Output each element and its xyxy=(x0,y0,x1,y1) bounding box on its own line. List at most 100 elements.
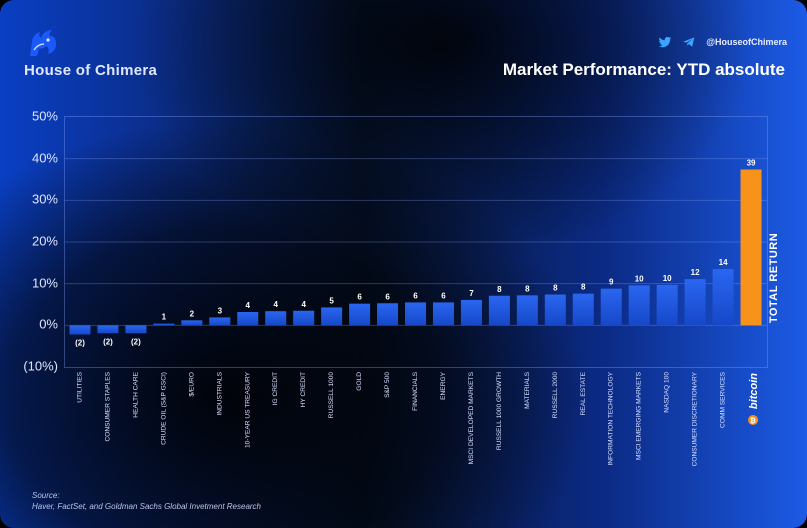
x-tick-label: S&P 500 xyxy=(384,372,391,398)
bar xyxy=(377,303,399,326)
value-label: 6 xyxy=(441,291,446,300)
value-label: 5 xyxy=(329,296,334,305)
brand-logo: House of Chimera xyxy=(24,26,157,79)
value-label: 9 xyxy=(609,278,614,287)
x-tick-label: CONSUMER STAPLES xyxy=(104,371,111,441)
x-tick-label: $/EURO xyxy=(188,372,195,397)
value-label: 8 xyxy=(553,284,558,293)
x-tick-label: MATERIALS xyxy=(524,371,531,408)
x-tick-label: RUSSELL 1000 GROWTH xyxy=(496,372,503,450)
y-tick-label: 20% xyxy=(31,233,58,249)
y-tick-label: 50% xyxy=(31,108,58,124)
social-handles: @HouseofChimera xyxy=(658,35,787,49)
value-label: 14 xyxy=(719,258,728,267)
telegram-icon[interactable] xyxy=(682,35,696,49)
value-label: 8 xyxy=(525,284,530,293)
bar xyxy=(209,317,231,326)
value-label: (2) xyxy=(103,337,113,346)
x-tick-label: HY CREDIT xyxy=(300,372,307,407)
x-tick-label: bitcoin xyxy=(748,373,760,409)
x-tick-label: CONSUMER DISCRETIONARY xyxy=(692,371,699,466)
y-tick-label: 0% xyxy=(39,316,58,332)
y-tick-label: 40% xyxy=(31,150,58,166)
value-label: 1 xyxy=(162,313,167,322)
social-handle[interactable]: @HouseofChimera xyxy=(706,37,787,47)
value-label: 4 xyxy=(301,300,306,309)
value-label: (2) xyxy=(75,339,85,348)
x-tick-label: NASDAQ 100 xyxy=(664,372,671,413)
y-tick-label: (10%) xyxy=(23,358,58,374)
chimera-logo-icon xyxy=(30,30,56,56)
x-tick-label: CRUDE OIL (S&P GSCI) xyxy=(160,372,167,445)
value-label: 10 xyxy=(663,274,672,283)
x-tick-label: FINANCIALS xyxy=(412,371,419,410)
bar xyxy=(488,295,510,326)
bar xyxy=(460,299,482,326)
x-tick-label: IG CREDIT xyxy=(272,372,279,405)
bar xyxy=(405,302,427,326)
bar xyxy=(125,325,147,334)
x-tick-bitcoin: ₿ bitcoin xyxy=(748,373,760,425)
value-label: 6 xyxy=(357,293,362,302)
bitcoin-icon-glyph: ₿ xyxy=(750,417,756,425)
value-label: 3 xyxy=(218,306,223,315)
value-label: 8 xyxy=(497,285,502,294)
value-label: 2 xyxy=(190,309,195,318)
value-label: 39 xyxy=(747,159,756,168)
brand-name: House of Chimera xyxy=(24,62,158,79)
value-label: 10 xyxy=(635,274,644,283)
plot-area: (2) (2) (2) 1 2 3 4 4 4 5 6 6 6 6 7 8 8 8 8 9 10 10 12 14 39 xyxy=(64,116,768,368)
twitter-icon[interactable] xyxy=(658,35,672,49)
bar xyxy=(265,311,287,326)
source-text: Haver, FactSet, and Goldman Sachs Global… xyxy=(32,502,262,511)
x-tick-label: UTILITIES xyxy=(77,371,84,402)
bar xyxy=(293,310,315,326)
x-tick-label: GOLD xyxy=(356,372,363,391)
y-tick-label: 10% xyxy=(31,275,58,291)
bar xyxy=(740,169,762,326)
bar xyxy=(656,284,678,326)
bar xyxy=(516,295,538,326)
bar xyxy=(97,325,119,334)
bar xyxy=(572,293,594,326)
x-tick-label: MSCI EMERGING MARKETS xyxy=(636,371,643,460)
bar xyxy=(432,302,454,326)
bar xyxy=(153,323,175,326)
value-label: (2) xyxy=(131,337,141,346)
bar xyxy=(349,303,371,326)
x-tick-label: INDUSTRIALS xyxy=(216,371,223,415)
bitcoin-icon xyxy=(748,415,759,425)
bar xyxy=(237,312,259,326)
total-return-label: TOTAL RETURN xyxy=(768,232,780,324)
x-tick-label: 10-YEAR US TREASURY xyxy=(244,371,251,448)
x-tick-label: INFORMATION TECHNOLOGY xyxy=(608,371,615,465)
bar xyxy=(628,285,650,326)
x-tick-label: RUSSELL 2000 xyxy=(552,372,559,419)
source-note: Source: Haver, FactSet, and Goldman Sach… xyxy=(32,490,261,512)
x-tick-label: MSCI DEVELOPED MARKETS xyxy=(468,371,475,464)
source-label: Source: xyxy=(32,491,60,500)
value-label: 4 xyxy=(246,301,251,310)
value-label: 6 xyxy=(413,291,418,300)
y-tick-label: 30% xyxy=(31,191,58,207)
value-label: 8 xyxy=(581,283,586,292)
value-label: 12 xyxy=(691,268,700,277)
bar xyxy=(321,307,343,326)
bar xyxy=(600,288,622,326)
bar xyxy=(69,325,91,335)
value-label: 4 xyxy=(273,300,278,309)
x-tick-label: REAL ESTATE xyxy=(580,371,587,415)
chart-title: Market Performance: YTD absolute xyxy=(502,60,785,79)
bar xyxy=(181,320,203,326)
bar xyxy=(684,279,706,326)
x-tick-label: RUSSELL 1000 xyxy=(328,372,335,419)
x-tick-label: COMM SERVICES xyxy=(720,371,727,428)
x-tick-label: ENERGY xyxy=(440,371,447,399)
bar xyxy=(544,294,566,326)
value-label: 7 xyxy=(469,289,474,298)
value-label: 6 xyxy=(385,292,390,301)
bar xyxy=(712,269,734,326)
x-tick-label: HEALTH CARE xyxy=(132,371,139,417)
